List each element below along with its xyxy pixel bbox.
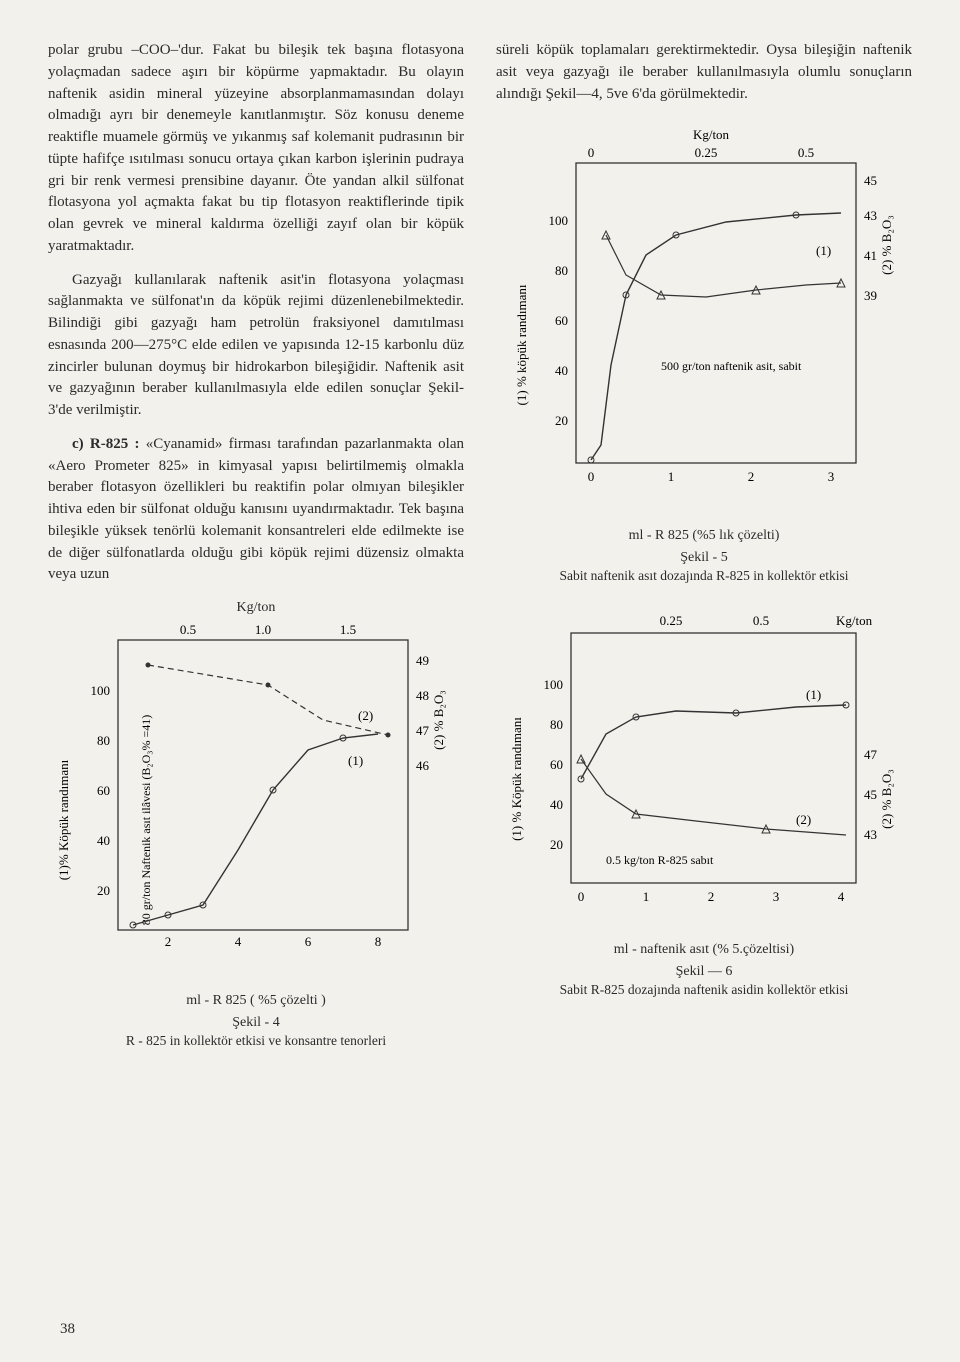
svg-text:100: 100: [549, 213, 569, 228]
svg-text:(2) % B₂O₃: (2) % B₂O₃: [879, 215, 894, 275]
svg-text:2: 2: [748, 469, 755, 484]
svg-text:Kg/ton: Kg/ton: [693, 127, 730, 142]
svg-text:(2) % B₂O₃: (2) % B₂O₃: [431, 690, 446, 750]
svg-text:0: 0: [588, 145, 595, 160]
svg-text:0.5: 0.5: [180, 622, 196, 637]
svg-text:20: 20: [550, 837, 563, 852]
svg-text:39: 39: [864, 288, 877, 303]
svg-text:0.5: 0.5: [798, 145, 814, 160]
svg-text:0: 0: [588, 469, 595, 484]
svg-text:47: 47: [864, 747, 878, 762]
svg-text:(1)% Köpük randımanı: (1)% Köpük randımanı: [56, 760, 71, 881]
svg-text:4: 4: [838, 889, 845, 904]
svg-text:45: 45: [864, 787, 877, 802]
chart-4-wrapper: Kg/ton 0.5 1.0 1.5 20 40 60 80 100 46: [48, 598, 464, 1050]
svg-text:80: 80: [555, 263, 568, 278]
svg-text:80 gr/ton Naftenik asıt ilâves: 80 gr/ton Naftenik asıt ilâvesi (B₂O₃% =…: [139, 715, 153, 925]
chart-5-wrapper: Kg/ton 0 0.25 0.5 20 40 60 80 100 39 41: [496, 125, 912, 585]
svg-text:46: 46: [416, 758, 430, 773]
page-number: 38: [60, 1321, 75, 1338]
chart6-caption1: Şekil — 6: [496, 963, 912, 981]
svg-text:0.25: 0.25: [695, 145, 718, 160]
svg-text:(1): (1): [816, 243, 831, 258]
p3-lead: c) R-825 :: [72, 436, 146, 452]
svg-text:49: 49: [416, 653, 429, 668]
chart4-caption1: Şekil - 4: [48, 1014, 464, 1032]
svg-text:(1): (1): [348, 753, 363, 768]
chart4-top-label: Kg/ton: [48, 598, 464, 618]
p3-body: «Cyanamid» firması tarafından pazarlanma…: [48, 436, 464, 583]
svg-text:20: 20: [555, 413, 568, 428]
svg-text:(2): (2): [358, 708, 373, 723]
svg-text:(2): (2): [796, 812, 811, 827]
svg-text:48: 48: [416, 688, 429, 703]
svg-text:20: 20: [97, 883, 110, 898]
svg-text:43: 43: [864, 827, 877, 842]
chart4-caption2: R - 825 in kollektör etkisi ve konsantre…: [48, 1032, 464, 1050]
svg-text:40: 40: [555, 363, 568, 378]
svg-text:41: 41: [864, 248, 877, 263]
paragraph-right: süreli köpük toplamaları gerektirmektedi…: [496, 40, 912, 105]
svg-text:(2) % B₂O₃: (2) % B₂O₃: [879, 769, 894, 829]
chart-6-wrapper: 0.25 0.5 Kg/ton 20 40 60 80 100 43 45 47: [496, 609, 912, 999]
svg-text:80: 80: [97, 733, 110, 748]
svg-text:60: 60: [555, 313, 568, 328]
svg-text:2: 2: [165, 934, 172, 949]
chart-5: Kg/ton 0 0.25 0.5 20 40 60 80 100 39 41: [496, 125, 896, 515]
svg-text:80: 80: [550, 717, 563, 732]
svg-text:40: 40: [550, 797, 563, 812]
svg-text:500 gr/ton naftenik asit, sabi: 500 gr/ton naftenik asit, sabit: [661, 359, 802, 373]
svg-text:(1): (1): [806, 687, 821, 702]
svg-text:47: 47: [416, 723, 430, 738]
chart5-xlabel: ml - R 825 (%5 lık çözelti): [496, 527, 912, 545]
svg-text:1: 1: [643, 889, 650, 904]
left-column: polar grubu –COO–'dur. Fakat bu bileşik …: [48, 40, 464, 1050]
paragraph-1: polar grubu –COO–'dur. Fakat bu bileşik …: [48, 40, 464, 258]
svg-text:0.5: 0.5: [753, 613, 769, 628]
svg-text:(1) % köpük randımanı: (1) % köpük randımanı: [514, 284, 529, 405]
svg-text:100: 100: [544, 677, 564, 692]
svg-text:1: 1: [668, 469, 675, 484]
chart6-caption2: Sabit R-825 dozajında naftenik asidin ko…: [496, 981, 912, 999]
page: polar grubu –COO–'dur. Fakat bu bileşik …: [0, 0, 960, 1362]
svg-text:1.5: 1.5: [340, 622, 356, 637]
two-column-layout: polar grubu –COO–'dur. Fakat bu bileşik …: [48, 40, 912, 1050]
svg-text:4: 4: [235, 934, 242, 949]
svg-text:0: 0: [578, 889, 585, 904]
chart-4: 0.5 1.0 1.5 20 40 60 80 100 46 47 48 49 …: [48, 620, 448, 980]
svg-text:6: 6: [305, 934, 312, 949]
svg-text:Kg/ton: Kg/ton: [836, 613, 873, 628]
svg-text:(1) % Köpük randımanı: (1) % Köpük randımanı: [509, 717, 524, 841]
chart6-xlabel: ml - naftenik asıt (% 5.çözeltisi): [496, 941, 912, 959]
svg-text:1.0: 1.0: [255, 622, 271, 637]
chart-6: 0.25 0.5 Kg/ton 20 40 60 80 100 43 45 47: [496, 609, 896, 929]
svg-text:43: 43: [864, 208, 877, 223]
svg-text:0.25: 0.25: [660, 613, 683, 628]
svg-text:3: 3: [773, 889, 780, 904]
paragraph-3: c) R-825 : «Cyanamid» firması tarafından…: [48, 434, 464, 586]
chart5-caption2: Sabit naftenik asıt dozajında R-825 in k…: [496, 567, 912, 585]
svg-text:45: 45: [864, 173, 877, 188]
chart5-caption1: Şekil - 5: [496, 549, 912, 567]
svg-text:3: 3: [828, 469, 835, 484]
paragraph-2: Gazyağı kullanılarak naftenik asit'in fl…: [48, 270, 464, 422]
svg-text:2: 2: [708, 889, 715, 904]
svg-text:40: 40: [97, 833, 110, 848]
svg-text:60: 60: [550, 757, 563, 772]
svg-text:60: 60: [97, 783, 110, 798]
chart4-xlabel: ml - R 825 ( %5 çözelti ): [48, 992, 464, 1010]
svg-text:0.5 kg/ton R-825 sabıt: 0.5 kg/ton R-825 sabıt: [606, 853, 714, 867]
svg-text:8: 8: [375, 934, 382, 949]
svg-text:100: 100: [91, 683, 111, 698]
right-column: süreli köpük toplamaları gerektirmektedi…: [496, 40, 912, 1050]
